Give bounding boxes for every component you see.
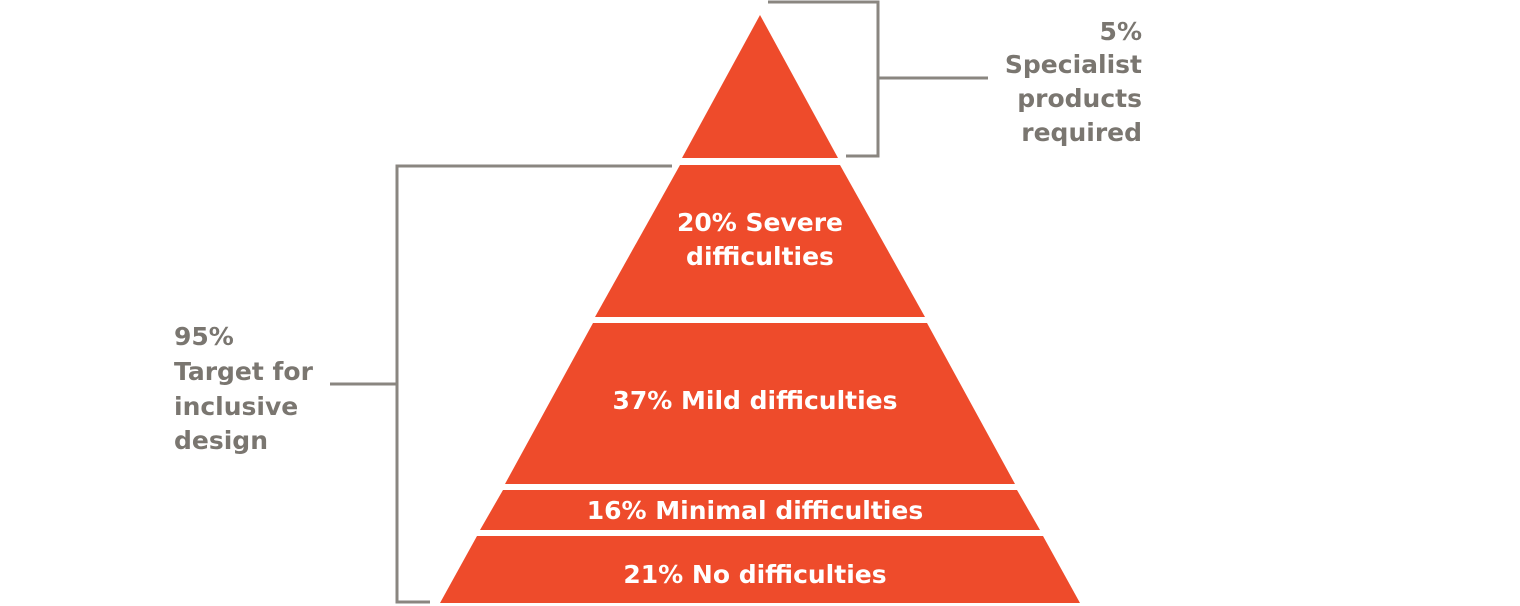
pyramid-tier-none [440,536,1080,603]
inclusive-label-line-2: inclusive [174,392,298,421]
inclusive-percent: 95% [174,322,234,351]
pyramid-tier-minimal [480,490,1040,530]
tier-label-severe-line-2: difficulties [686,242,834,271]
inclusive-design-bracket [330,164,672,604]
inclusive-label-line-1: Target for [174,357,314,386]
specialist-label-line-2: products [1017,84,1142,113]
tier-label-minimal: 16% Minimal difficulties [587,496,923,525]
pyramid-tier-mild [505,323,1015,484]
specialist-percent: 5% [1100,17,1142,46]
inclusive-label-line-3: design [174,426,268,455]
specialist-label-line-1: Specialist [1005,50,1142,79]
specialist-bracket [768,0,988,158]
tier-label-severe-line-1: 20% Severe [677,208,843,237]
pyramid-tier-specialist [682,15,838,158]
pyramid-tier-severe [595,165,925,317]
specialist-label-line-3: required [1021,118,1142,147]
tier-label-mild: 37% Mild difficulties [612,386,897,415]
tier-label-none: 21% No difficulties [623,560,886,589]
